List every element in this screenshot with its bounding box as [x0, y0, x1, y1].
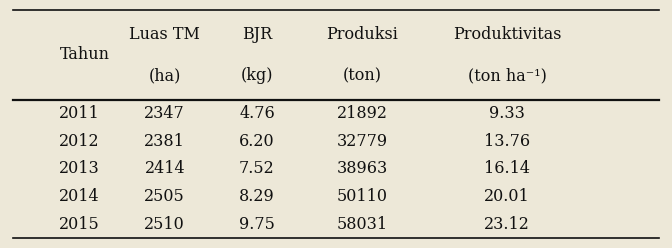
Text: (kg): (kg) [241, 67, 274, 84]
Text: 6.20: 6.20 [239, 133, 275, 150]
Text: BJR: BJR [242, 26, 272, 43]
Text: Tahun: Tahun [59, 46, 110, 63]
Text: 23.12: 23.12 [485, 216, 530, 233]
Text: 58031: 58031 [337, 216, 388, 233]
Text: 16.14: 16.14 [485, 160, 530, 178]
Text: 2414: 2414 [144, 160, 185, 178]
Text: Produksi: Produksi [327, 26, 398, 43]
Text: 50110: 50110 [337, 188, 388, 205]
Text: 32779: 32779 [337, 133, 388, 150]
Text: 2012: 2012 [59, 133, 100, 150]
Text: 9.33: 9.33 [489, 105, 525, 122]
Text: 2011: 2011 [59, 105, 100, 122]
Text: 2510: 2510 [144, 216, 185, 233]
Text: 21892: 21892 [337, 105, 388, 122]
Text: (ton ha⁻¹): (ton ha⁻¹) [468, 67, 546, 84]
Text: 2347: 2347 [144, 105, 185, 122]
Text: 9.75: 9.75 [239, 216, 275, 233]
Text: (ton): (ton) [343, 67, 382, 84]
Text: 13.76: 13.76 [484, 133, 530, 150]
Text: 2381: 2381 [144, 133, 185, 150]
Text: Produktivitas: Produktivitas [453, 26, 562, 43]
Text: 8.29: 8.29 [239, 188, 275, 205]
Text: 7.52: 7.52 [239, 160, 275, 178]
Text: 2013: 2013 [59, 160, 100, 178]
Text: 2015: 2015 [59, 216, 100, 233]
Text: Luas TM: Luas TM [129, 26, 200, 43]
Text: 20.01: 20.01 [485, 188, 530, 205]
Text: (ha): (ha) [149, 67, 181, 84]
Text: 4.76: 4.76 [239, 105, 275, 122]
Text: 2505: 2505 [144, 188, 185, 205]
Text: 2014: 2014 [59, 188, 100, 205]
Text: 38963: 38963 [337, 160, 388, 178]
